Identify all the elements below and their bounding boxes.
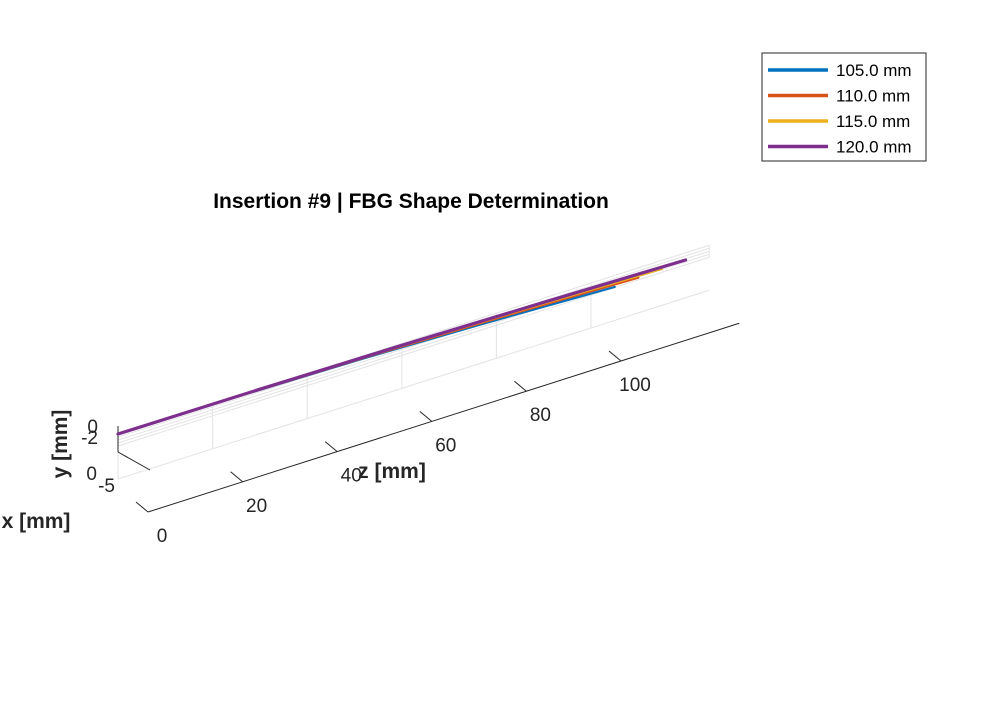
x-tick-label: 0 xyxy=(86,464,97,485)
z-tick-label: 40 xyxy=(341,466,362,487)
legend-label-120-0-mm: 120.0 mm xyxy=(836,138,912,157)
z-tick-mark xyxy=(324,441,338,452)
z-tick-mark xyxy=(608,350,622,362)
axes xyxy=(117,322,740,513)
series-lines xyxy=(116,258,688,436)
legend: 105.0 mm 110.0 mm 115.0 mm 120.0 mm xyxy=(761,52,927,162)
z-tick-mark xyxy=(419,411,433,422)
z-tick-label: 60 xyxy=(435,435,456,456)
z-tick-mark xyxy=(514,380,527,392)
chart-title: Insertion #9 | FBG Shape Determination xyxy=(213,190,609,213)
legend-label-110-0-mm: 110.0 mm xyxy=(836,87,910,106)
z-tick-mark xyxy=(230,471,243,483)
legend-label-115-0-mm: 115.0 mm xyxy=(836,112,910,131)
z-axis-label: z [mm] xyxy=(358,460,426,483)
x-axis-line xyxy=(117,451,151,471)
z-tick-mark xyxy=(135,501,149,513)
y-tick-label: -2 xyxy=(81,428,98,449)
legend-label-105-0-mm: 105.0 mm xyxy=(836,61,912,80)
z-tick-label: 80 xyxy=(530,405,551,426)
z-tick-label: 20 xyxy=(246,496,267,517)
x-axis-label: x [mm] xyxy=(2,510,71,533)
x-tick-label: -5 xyxy=(98,476,115,497)
grid-line-y xyxy=(117,256,710,447)
grid-line-floor-edge xyxy=(117,289,710,480)
y-tick-label: 0 xyxy=(87,417,98,438)
z-tick-label: 0 xyxy=(157,526,168,547)
y-axis-label: y [mm] xyxy=(49,410,72,479)
z-tick-label: 100 xyxy=(619,375,651,396)
series-line-120-0-mm xyxy=(116,258,688,436)
z-axis-line xyxy=(147,322,740,513)
grid-lines xyxy=(117,244,710,480)
